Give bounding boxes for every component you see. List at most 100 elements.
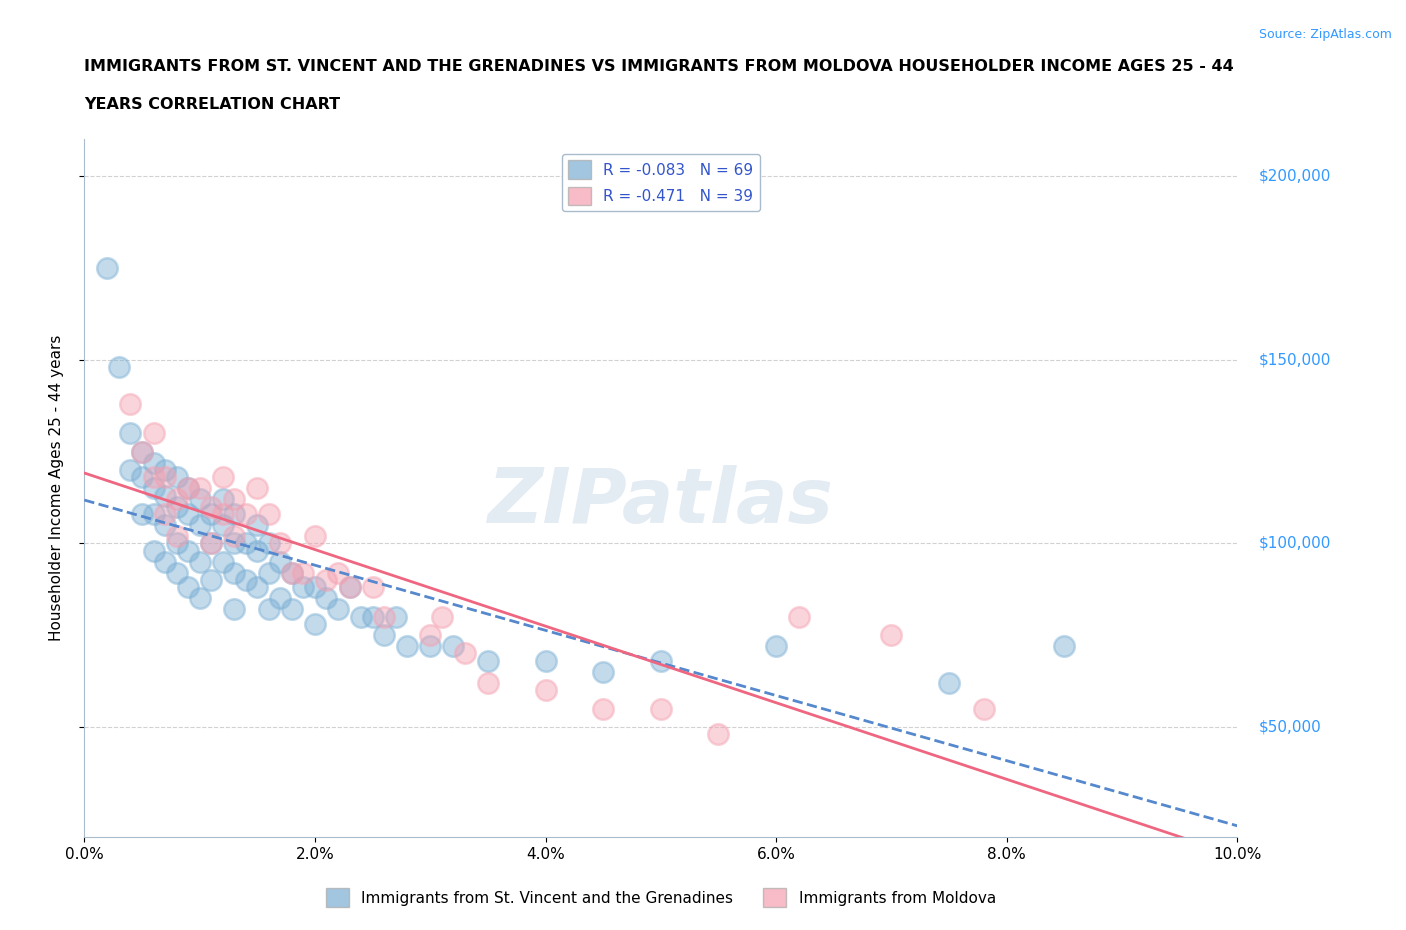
Point: [592, 664, 614, 679]
Point: [281, 565, 304, 580]
Point: [224, 528, 246, 543]
Point: [257, 602, 280, 617]
Point: [246, 481, 269, 496]
Point: [211, 492, 233, 507]
Point: [257, 565, 280, 580]
Point: [177, 507, 200, 522]
Point: [257, 507, 280, 522]
Point: [166, 536, 188, 551]
Point: [108, 360, 131, 375]
Point: [200, 536, 222, 551]
Point: [592, 701, 614, 716]
Point: [304, 528, 326, 543]
Point: [142, 470, 165, 485]
Point: [707, 726, 730, 741]
Point: [396, 639, 419, 654]
Point: [142, 455, 165, 470]
Point: [224, 492, 246, 507]
Point: [142, 426, 165, 441]
Point: [650, 701, 672, 716]
Point: [153, 462, 176, 477]
Point: [177, 481, 200, 496]
Point: [534, 654, 557, 669]
Point: [304, 617, 326, 631]
Text: $50,000: $50,000: [1258, 720, 1322, 735]
Point: [257, 536, 280, 551]
Point: [177, 580, 200, 595]
Point: [292, 580, 315, 595]
Point: [188, 554, 211, 569]
Point: [235, 507, 257, 522]
Point: [153, 554, 176, 569]
Point: [304, 580, 326, 595]
Point: [269, 591, 291, 605]
Point: [177, 543, 200, 558]
Point: [211, 470, 233, 485]
Point: [96, 260, 118, 275]
Point: [361, 609, 384, 624]
Point: [120, 426, 142, 441]
Point: [211, 507, 233, 522]
Point: [200, 536, 222, 551]
Legend: Immigrants from St. Vincent and the Grenadines, Immigrants from Moldova: Immigrants from St. Vincent and the Gren…: [319, 883, 1002, 913]
Text: $100,000: $100,000: [1258, 536, 1330, 551]
Point: [188, 517, 211, 532]
Text: $150,000: $150,000: [1258, 352, 1330, 367]
Point: [269, 536, 291, 551]
Point: [224, 507, 246, 522]
Point: [938, 675, 960, 690]
Point: [246, 580, 269, 595]
Point: [224, 565, 246, 580]
Point: [454, 646, 477, 661]
Point: [441, 639, 464, 654]
Point: [269, 554, 291, 569]
Point: [131, 445, 153, 459]
Point: [188, 492, 211, 507]
Point: [235, 536, 257, 551]
Point: [142, 543, 165, 558]
Point: [200, 573, 222, 588]
Text: IMMIGRANTS FROM ST. VINCENT AND THE GRENADINES VS IMMIGRANTS FROM MOLDOVA HOUSEH: IMMIGRANTS FROM ST. VINCENT AND THE GREN…: [84, 60, 1234, 74]
Text: $200,000: $200,000: [1258, 168, 1330, 184]
Text: YEARS CORRELATION CHART: YEARS CORRELATION CHART: [84, 97, 340, 112]
Point: [153, 488, 176, 503]
Point: [373, 609, 395, 624]
Point: [211, 554, 233, 569]
Point: [787, 609, 810, 624]
Point: [339, 580, 361, 595]
Point: [1053, 639, 1076, 654]
Point: [166, 528, 188, 543]
Point: [292, 565, 315, 580]
Point: [326, 565, 349, 580]
Point: [200, 507, 222, 522]
Point: [350, 609, 373, 624]
Point: [419, 639, 441, 654]
Point: [142, 507, 165, 522]
Point: [166, 492, 188, 507]
Point: [188, 591, 211, 605]
Point: [419, 628, 441, 643]
Point: [224, 602, 246, 617]
Point: [326, 602, 349, 617]
Point: [166, 499, 188, 514]
Point: [235, 573, 257, 588]
Point: [120, 396, 142, 411]
Point: [131, 445, 153, 459]
Point: [166, 565, 188, 580]
Point: [166, 470, 188, 485]
Point: [188, 481, 211, 496]
Point: [246, 543, 269, 558]
Point: [477, 654, 499, 669]
Point: [224, 536, 246, 551]
Point: [373, 628, 395, 643]
Point: [973, 701, 995, 716]
Point: [142, 481, 165, 496]
Point: [765, 639, 787, 654]
Point: [650, 654, 672, 669]
Point: [131, 507, 153, 522]
Point: [361, 580, 384, 595]
Y-axis label: Householder Income Ages 25 - 44 years: Householder Income Ages 25 - 44 years: [49, 335, 63, 642]
Point: [177, 481, 200, 496]
Point: [534, 683, 557, 698]
Point: [430, 609, 453, 624]
